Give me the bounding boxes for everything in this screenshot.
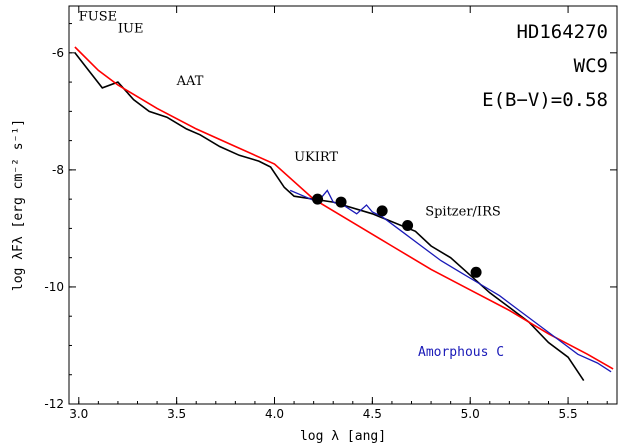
extinction-label: E(B−V)=0.58	[482, 89, 608, 111]
series-layer	[74, 46, 614, 382]
amorphous-c-label: Amorphous C	[418, 345, 504, 360]
x-tick-label: 3.0	[69, 407, 88, 421]
photometry-points	[312, 193, 482, 278]
y-tick-label: -12	[44, 397, 64, 411]
y-axis-label: log λFλ [erg cm⁻² s⁻¹]	[11, 119, 26, 291]
photometry-point	[470, 266, 482, 278]
photometry-point	[376, 205, 388, 217]
star-name: HD164270	[516, 21, 608, 43]
photometry-point	[335, 196, 347, 208]
photometry-point	[402, 219, 414, 231]
x-axis-label: log λ [ang]	[300, 429, 386, 444]
annotation-fuse: FUSE	[79, 10, 117, 25]
model-spectrum	[74, 46, 614, 370]
annotation-aat: AAT	[176, 74, 204, 89]
annotation-ukirt: UKIRT	[294, 150, 338, 165]
x-tick-label: 5.0	[461, 407, 480, 421]
y-tick-label: -6	[52, 46, 64, 60]
photometry-point	[312, 193, 324, 205]
x-tick-label: 4.5	[363, 407, 382, 421]
observed-spectrum	[74, 52, 585, 382]
x-tick-label: 3.5	[167, 407, 186, 421]
annotation-iue: IUE	[118, 21, 144, 36]
y-tick-label: -10	[44, 280, 64, 294]
spectral-type: WC9	[574, 55, 608, 77]
amorphous-c-model	[289, 189, 612, 373]
axis-ticks: 3.0 3.5 4.0 4.5 5.0 5.5 -12 -10 -8 -6	[44, 6, 617, 421]
y-tick-label: -8	[52, 163, 64, 177]
x-tick-label: 4.0	[265, 407, 284, 421]
annotation-spitzer-irs: Spitzer/IRS	[425, 205, 501, 220]
x-tick-label: 5.5	[559, 407, 578, 421]
